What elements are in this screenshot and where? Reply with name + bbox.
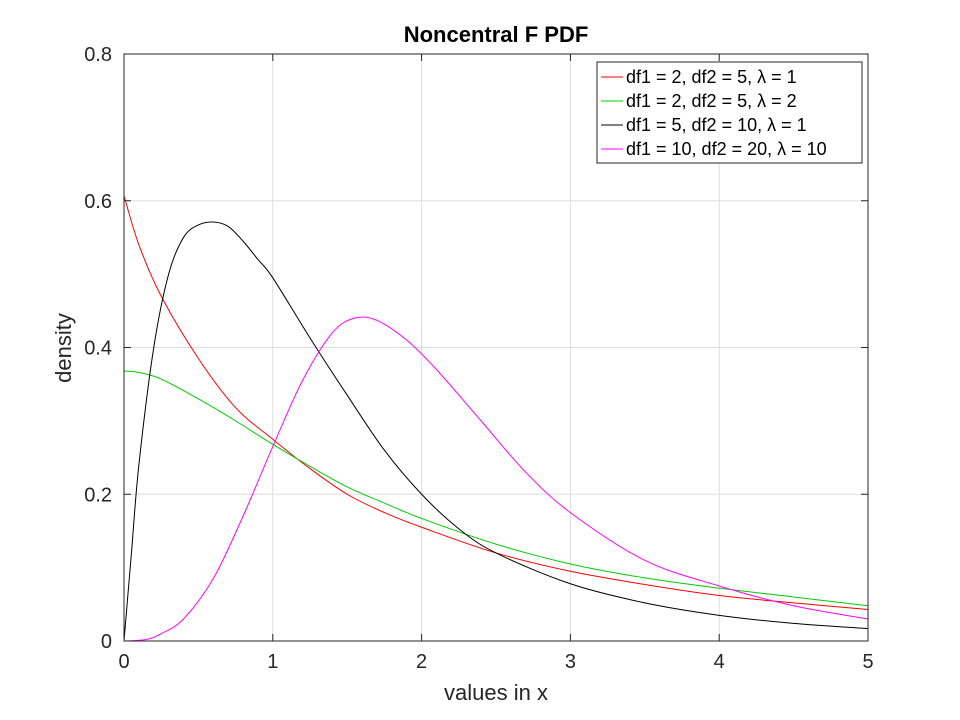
y-tick-label: 0.6 bbox=[84, 191, 112, 213]
y-tick-label: 0.2 bbox=[84, 484, 112, 506]
series-line-1 bbox=[123, 370, 869, 607]
legend-label-1: df1 = 2, df2 = 5, λ = 2 bbox=[626, 91, 797, 111]
y-tick-label: 0.8 bbox=[84, 44, 112, 66]
x-tick-label: 0 bbox=[118, 651, 129, 673]
x-tick-label: 4 bbox=[714, 651, 725, 673]
series-line-3 bbox=[123, 316, 869, 642]
x-tick-label: 3 bbox=[565, 651, 576, 673]
legend-label-3: df1 = 10, df2 = 20, λ = 10 bbox=[626, 139, 827, 159]
series-lines bbox=[123, 195, 869, 642]
y-tick-label: 0 bbox=[101, 631, 112, 653]
x-axis-label: values in x bbox=[444, 680, 548, 705]
grid bbox=[124, 54, 868, 641]
y-tick-label: 0.4 bbox=[84, 338, 112, 360]
series-line-0 bbox=[123, 195, 869, 610]
series-line-2 bbox=[123, 221, 869, 642]
x-tick-label: 5 bbox=[862, 651, 873, 673]
legend: df1 = 2, df2 = 5, λ = 1 df1 = 2, df2 = 5,… bbox=[596, 61, 863, 164]
legend-label-2: df1 = 5, df2 = 10, λ = 1 bbox=[626, 115, 807, 135]
legend-box bbox=[596, 61, 863, 164]
chart-title: Noncentral F PDF bbox=[404, 22, 589, 47]
x-tick-label: 1 bbox=[267, 651, 278, 673]
x-tick-label: 2 bbox=[416, 651, 427, 673]
legend-label-0: df1 = 2, df2 = 5, λ = 1 bbox=[626, 67, 797, 87]
axis-ticks: 0 1 2 3 4 5 0 0.2 0.4 0.6 0.8 bbox=[84, 44, 873, 673]
y-axis-label: density bbox=[51, 313, 76, 383]
